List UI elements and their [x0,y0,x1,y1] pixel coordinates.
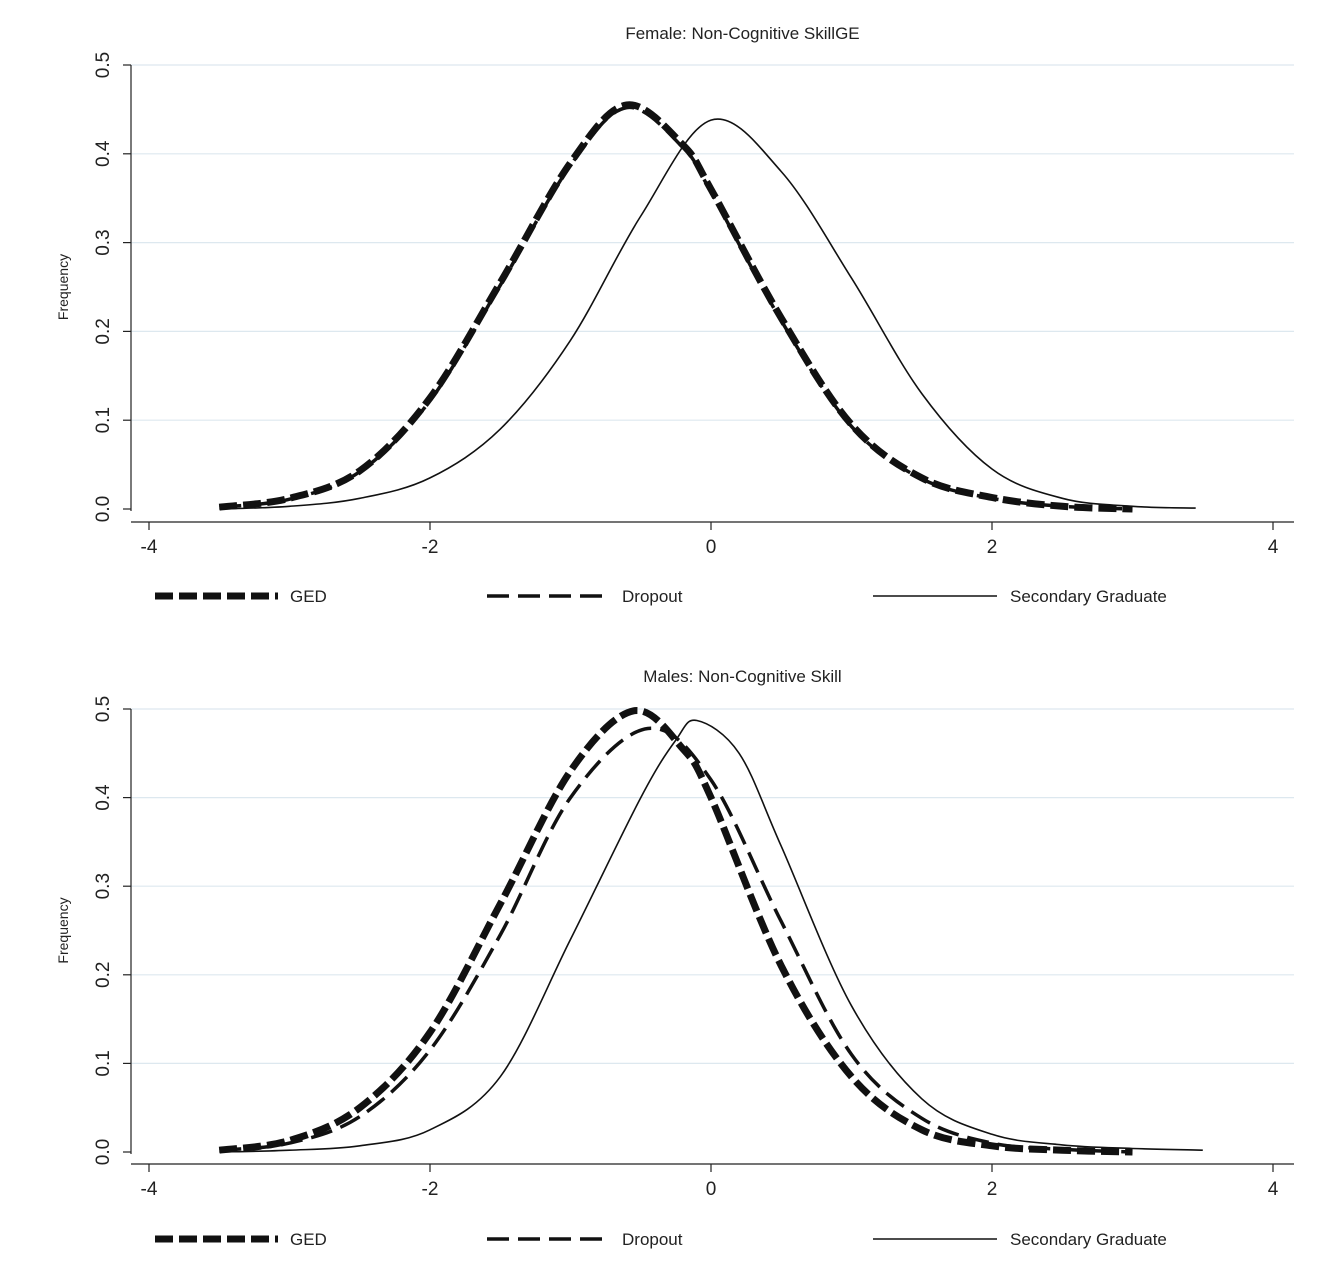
series-line [218,707,1133,1156]
chart-panel: 0.0 0.1 0.2 0.3 0.4 0.5 -4 -2 0 2 4 Frequency Female… [55,24,1294,606]
x-tick-label: 2 [987,1179,998,1200]
y-tick-label: 0.1 [93,407,114,433]
y-tick-label: 0.2 [93,318,114,344]
y-tick-label: 0.4 [93,140,114,167]
y-tick-label: 0.0 [93,496,114,522]
y-tick-label: 0.2 [93,962,114,988]
chart-panel: 0.0 0.1 0.2 0.3 0.4 0.5 -4 -2 0 2 4 Frequency Males:… [55,667,1294,1249]
x-tick-label: 0 [706,537,717,558]
y-tick-label: 0.3 [93,873,114,899]
y-tick-label: 0.3 [93,229,114,255]
x-tick-label: 4 [1268,537,1279,558]
y-tick-label: 0.1 [93,1050,114,1076]
series-line [219,118,1196,510]
x-tick-label: 0 [706,1179,717,1200]
x-tick-label: 4 [1268,1179,1279,1200]
legend-label: Secondary Graduate [1010,1230,1167,1249]
y-axis-title: Frequency [55,254,71,320]
x-tick-label: -4 [141,1179,158,1200]
series-line [218,101,1133,513]
chart-title: Female: Non-Cognitive SkillGE [625,24,859,43]
x-tick-label: -4 [141,537,158,558]
series-line [219,105,1133,511]
chart-title: Males: Non-Cognitive Skill [643,667,841,686]
x-tick-label: 2 [987,537,998,558]
y-tick-label: 0.0 [93,1139,114,1165]
y-tick-label: 0.5 [93,696,114,722]
legend-label: GED [290,1230,327,1249]
legend-label: Dropout [622,1230,683,1249]
legend-label: GED [290,587,327,606]
series-line [219,726,1133,1154]
y-tick-label: 0.4 [93,784,114,811]
series-line [219,719,1203,1153]
legend-label: Dropout [622,587,683,606]
y-tick-label: 0.5 [93,52,114,78]
y-axis-title: Frequency [55,897,71,963]
x-tick-label: -2 [422,537,439,558]
x-tick-label: -2 [422,1179,439,1200]
legend-label: Secondary Graduate [1010,587,1167,606]
